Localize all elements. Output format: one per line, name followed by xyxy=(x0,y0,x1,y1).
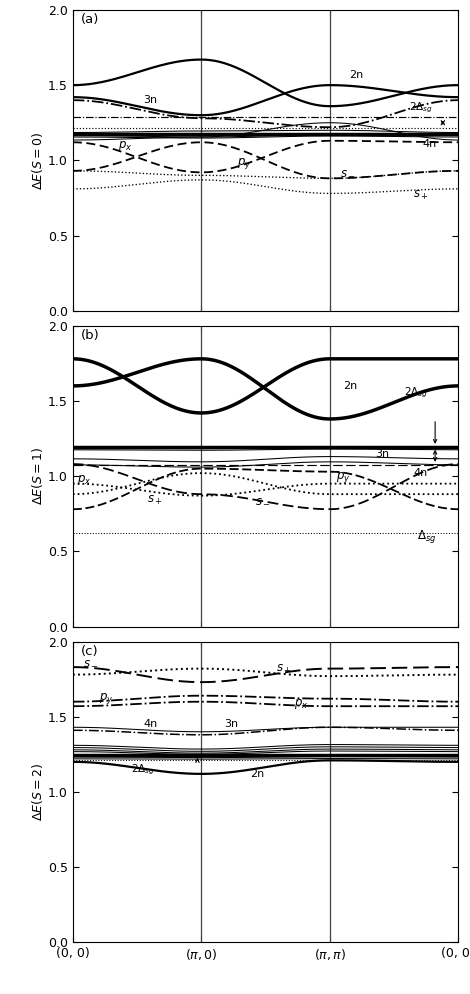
Text: $2\Delta_{sg}$: $2\Delta_{sg}$ xyxy=(131,762,155,777)
Text: (c): (c) xyxy=(81,645,99,658)
Text: $p_y$: $p_y$ xyxy=(336,470,351,485)
Text: $p_x$: $p_x$ xyxy=(118,139,132,153)
Text: 4n: 4n xyxy=(422,139,437,149)
Y-axis label: $\Delta E(S=2)$: $\Delta E(S=2)$ xyxy=(30,762,45,821)
Text: 3n: 3n xyxy=(375,448,389,458)
Text: 2n: 2n xyxy=(250,769,265,779)
Text: $p_y$: $p_y$ xyxy=(237,156,252,171)
Text: 4n: 4n xyxy=(413,468,428,478)
Text: $s_+$: $s_+$ xyxy=(276,663,291,677)
Text: $s_+$: $s_+$ xyxy=(413,189,429,202)
Text: 4n: 4n xyxy=(143,720,158,730)
Text: 2n: 2n xyxy=(343,381,357,391)
Text: 3n: 3n xyxy=(143,95,157,105)
Text: $s_-$: $s_-$ xyxy=(83,655,99,668)
Text: 2n: 2n xyxy=(349,70,363,80)
Text: $2\Delta_{sg}$: $2\Delta_{sg}$ xyxy=(409,101,433,115)
Text: (a): (a) xyxy=(81,14,100,27)
Text: $s_-$: $s_-$ xyxy=(255,493,271,506)
Text: $p_x$: $p_x$ xyxy=(294,697,308,712)
Text: (b): (b) xyxy=(81,329,100,342)
Y-axis label: $\Delta E(S=1)$: $\Delta E(S=1)$ xyxy=(30,447,45,505)
Text: $2\Delta_{sg}$: $2\Delta_{sg}$ xyxy=(404,386,428,400)
Text: $p_x$: $p_x$ xyxy=(77,473,91,487)
Text: $s_-$: $s_-$ xyxy=(340,165,356,178)
Text: $\Delta_{sg}$: $\Delta_{sg}$ xyxy=(417,529,437,546)
Text: $s_+$: $s_+$ xyxy=(148,494,163,507)
Y-axis label: $\Delta E(S=0)$: $\Delta E(S=0)$ xyxy=(30,131,45,190)
Text: $p_y$: $p_y$ xyxy=(99,691,113,706)
Text: 3n: 3n xyxy=(225,720,239,730)
